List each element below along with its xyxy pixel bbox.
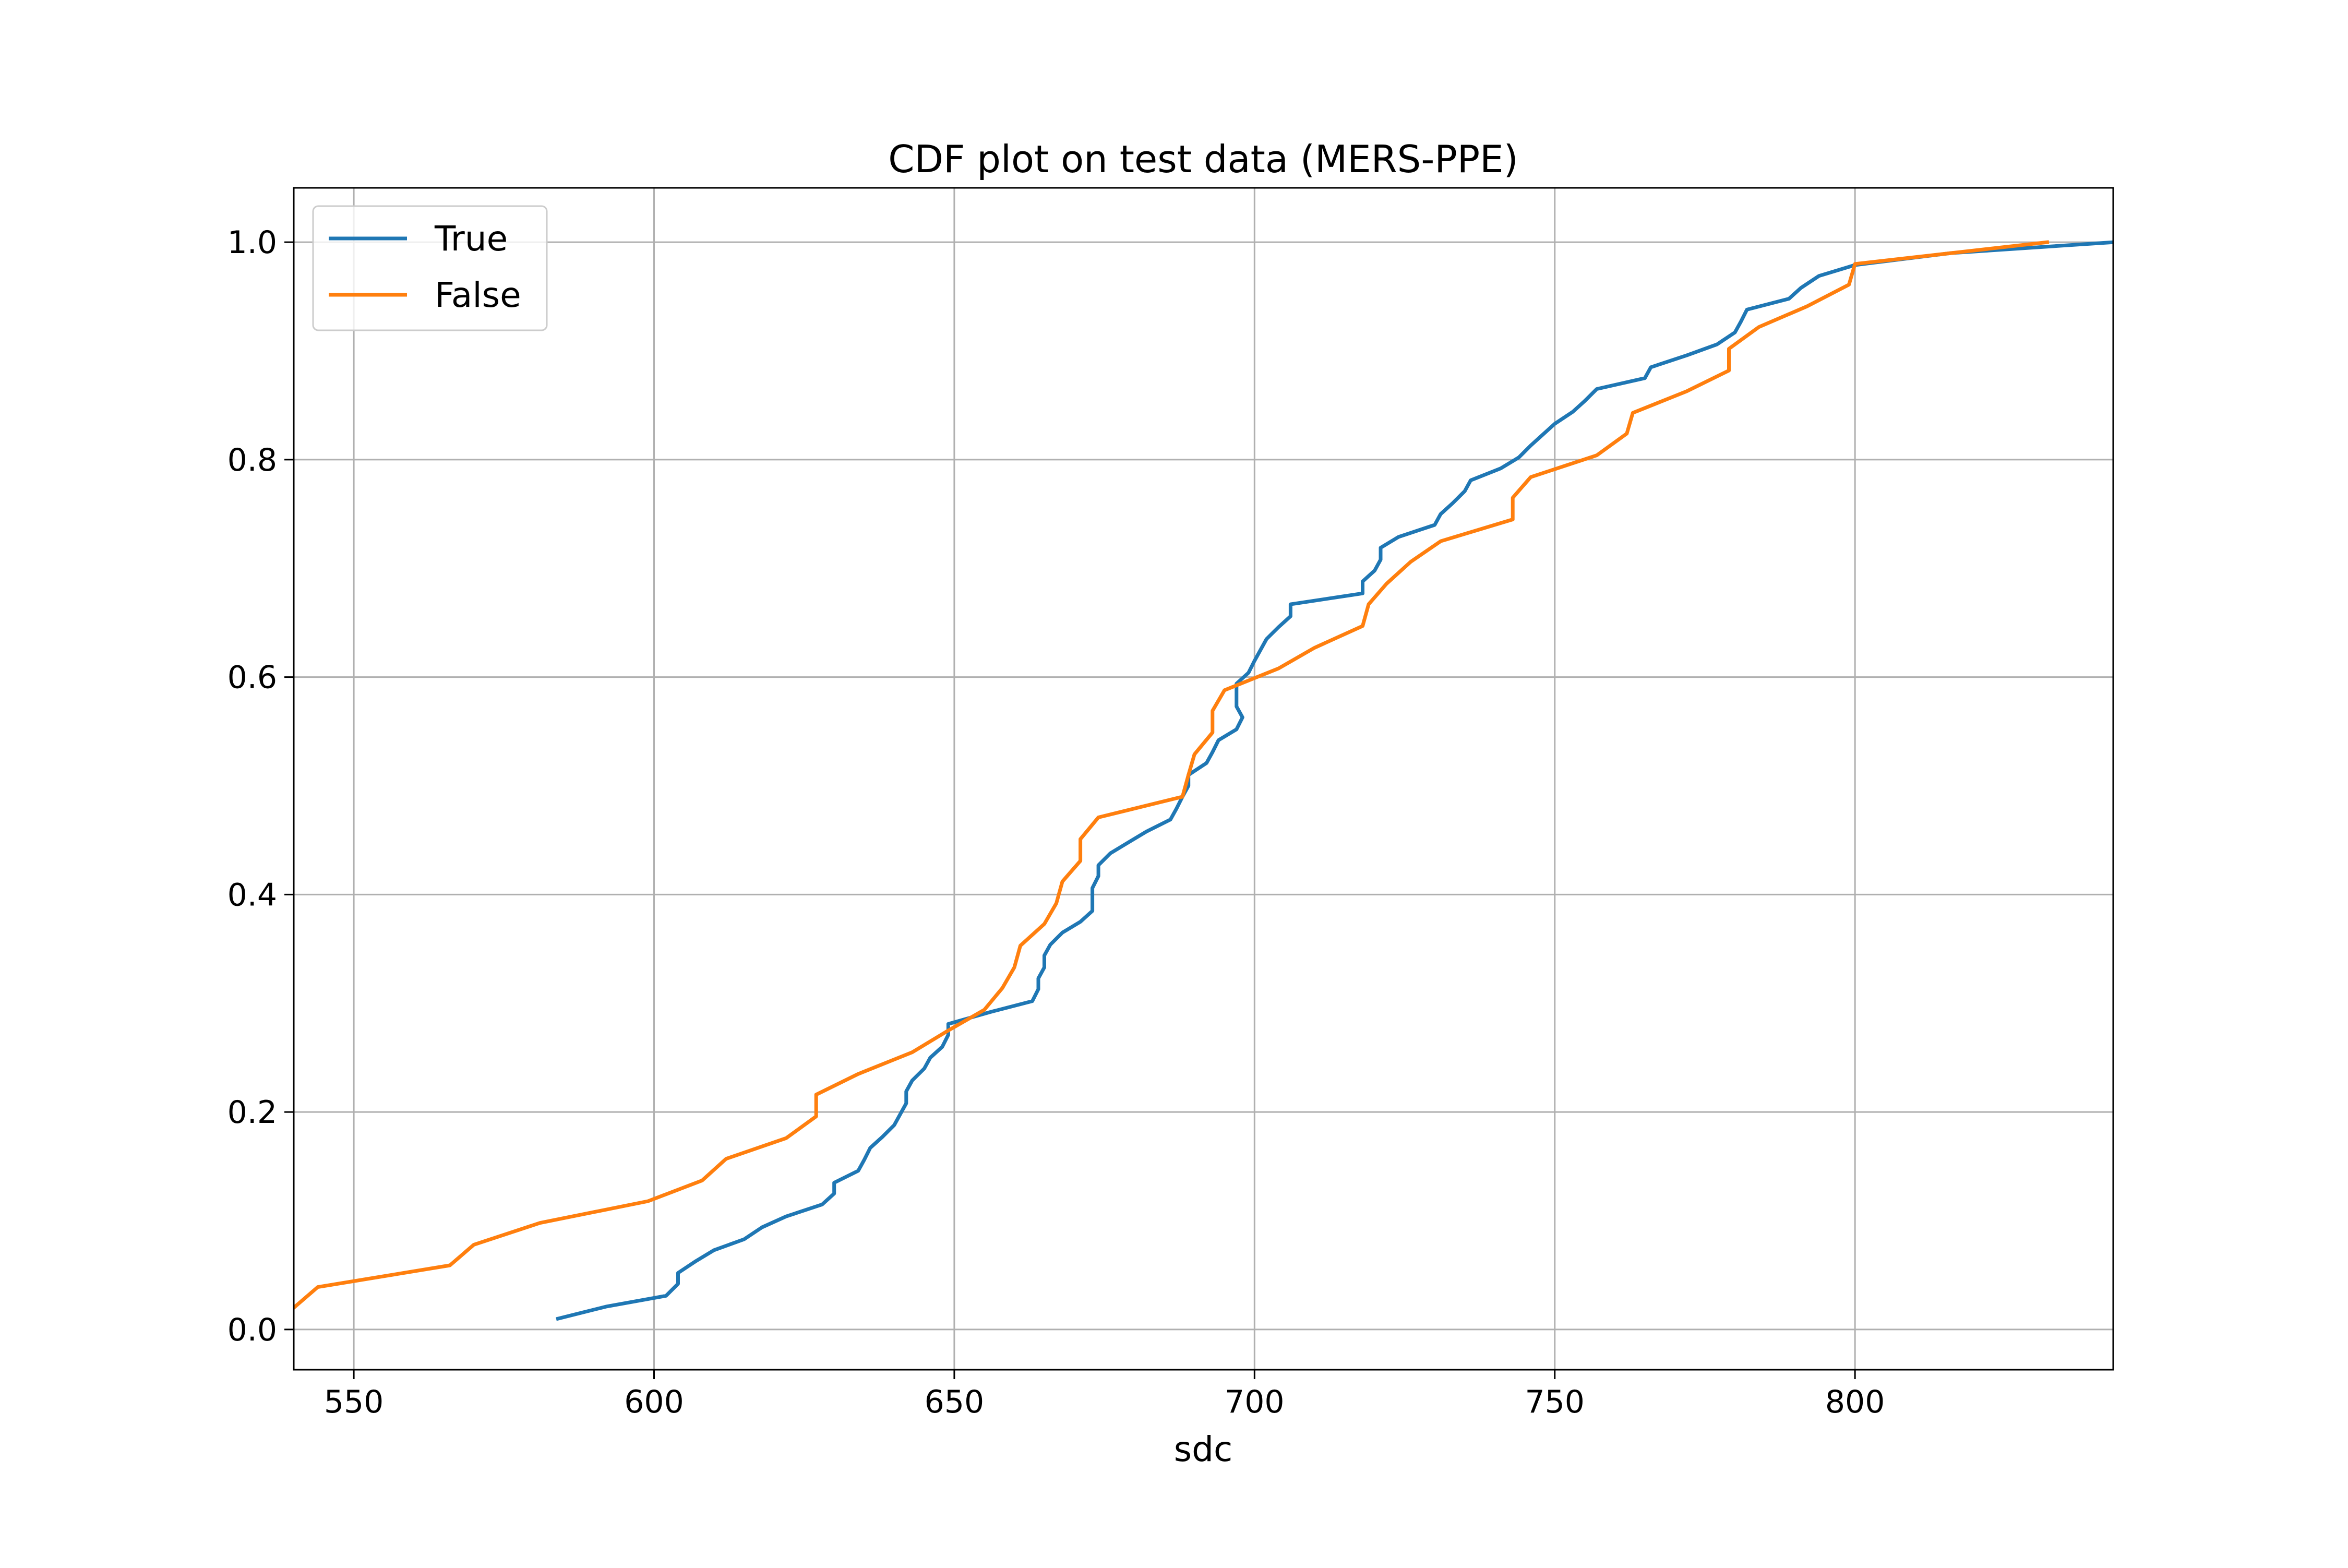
series-layer	[294, 240, 2113, 1321]
y-tick-label: 0.2	[227, 1094, 277, 1131]
x-tick-label: 550	[324, 1384, 384, 1420]
y-tick-label: 1.0	[227, 224, 277, 261]
x-tick-label: 650	[925, 1384, 985, 1420]
y-tick-label: 0.0	[227, 1312, 277, 1348]
x-axis-title: sdc	[1174, 1429, 1233, 1469]
y-tick-label: 0.8	[227, 442, 277, 478]
y-tick-label: 0.6	[227, 660, 277, 696]
x-tick-label: 600	[624, 1384, 684, 1420]
plot-frame	[293, 187, 2114, 1371]
y-tick-label: 0.4	[227, 877, 277, 913]
x-tick-label: 800	[1825, 1384, 1885, 1420]
x-tick-label: 700	[1225, 1384, 1285, 1420]
legend-label-true: True	[434, 219, 508, 259]
chart-title: CDF plot on test data (MERS-PPE)	[888, 137, 1518, 181]
tick-layer: 550 600 650 700 750 800 0.0 0.2 0.4 0.6 0.8 1.0	[227, 224, 1885, 1420]
x-tick-label: 750	[1525, 1384, 1585, 1420]
legend-label-false: False	[435, 275, 521, 315]
legend: True False	[312, 205, 548, 331]
grid-layer	[294, 188, 2113, 1370]
series-line-false	[294, 240, 2050, 1310]
